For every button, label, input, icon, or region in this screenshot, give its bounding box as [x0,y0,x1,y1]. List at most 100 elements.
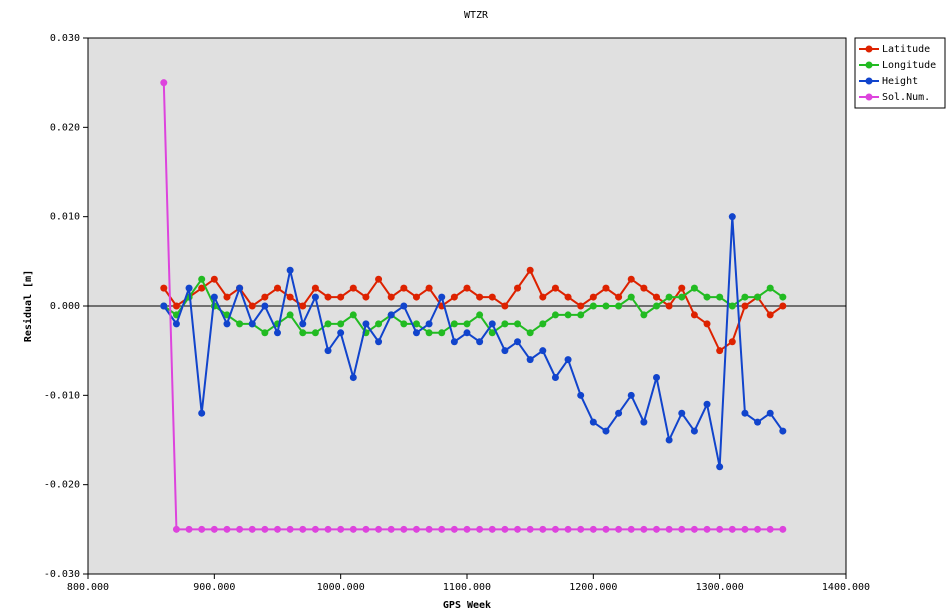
data-point [754,293,762,301]
data-point [766,311,774,319]
data-point [539,525,547,533]
data-point [198,284,206,292]
data-point [615,302,623,310]
data-point [387,293,395,301]
data-point [766,409,774,417]
data-point [324,320,332,328]
data-point [223,293,231,301]
data-point [526,356,534,364]
data-point [703,400,711,408]
data-point [589,525,597,533]
data-point [223,320,231,328]
data-point [728,338,736,346]
data-point [526,266,534,274]
legend-marker [865,45,873,53]
x-tick-label: 900.000 [193,582,235,593]
data-point [577,311,585,319]
data-point [627,293,635,301]
data-point [514,525,522,533]
data-point [526,525,534,533]
data-point [615,525,623,533]
data-point [412,525,420,533]
data-point [337,329,345,337]
y-axis-label: Residual [m] [22,270,34,342]
data-point [564,356,572,364]
data-point [425,320,433,328]
data-point [198,275,206,283]
data-point [514,320,522,328]
data-point [678,525,686,533]
data-point [501,347,509,355]
data-point [198,525,206,533]
data-point [564,525,572,533]
data-point [690,311,698,319]
data-point [514,338,522,346]
data-point [564,311,572,319]
data-point [577,302,585,310]
data-point [678,284,686,292]
data-point [653,302,660,310]
data-point [236,284,244,292]
data-point [703,320,711,328]
data-point [337,293,345,301]
series-line [162,216,784,467]
data-point [425,329,433,337]
data-point [387,311,395,319]
data-point [286,311,294,319]
data-point [438,525,446,533]
data-point [400,302,408,310]
data-point [627,525,635,533]
y-tick-label: 0.020 [50,122,80,133]
data-point [690,525,698,533]
data-point [741,302,749,310]
data-point [615,409,623,417]
data-point [261,293,269,301]
data-point [501,302,509,310]
data-point [438,293,446,301]
data-point [400,320,408,328]
y-tick-label: 0.030 [50,33,80,44]
legend-label: Longitude [882,60,936,71]
data-point [526,329,534,337]
x-tick-label: 1200.000 [569,582,617,593]
data-point [425,525,433,533]
y-tick-label: -0.020 [44,480,80,491]
y-tick-label: 0.010 [50,212,80,223]
data-point [488,329,496,337]
data-point [766,525,774,533]
data-point [324,347,332,355]
data-point [577,525,585,533]
data-point [172,302,180,310]
data-point [223,525,231,533]
data-point [210,525,218,533]
data-point [375,338,383,346]
data-point [299,329,307,337]
data-point [551,311,559,319]
data-point [501,320,509,328]
data-point [551,284,559,292]
data-point [754,418,762,426]
data-point [766,284,774,292]
data-point [627,391,635,399]
data-point [476,338,484,346]
data-point [400,525,408,533]
data-point [488,525,496,533]
data-point [274,329,281,337]
data-point [602,525,610,533]
data-point [779,525,787,533]
y-tick-label: -0.010 [44,390,80,401]
data-point [551,373,559,381]
data-point [375,525,383,533]
data-point [589,302,597,310]
data-point [728,525,736,533]
data-point [640,418,648,426]
data-point [375,320,383,328]
x-tick-label: 1400.000 [822,582,870,593]
data-point [665,302,673,310]
data-point [653,525,660,533]
data-point [779,427,787,435]
data-point [640,311,648,319]
data-point [501,525,509,533]
data-point [716,525,724,533]
data-point [602,284,610,292]
